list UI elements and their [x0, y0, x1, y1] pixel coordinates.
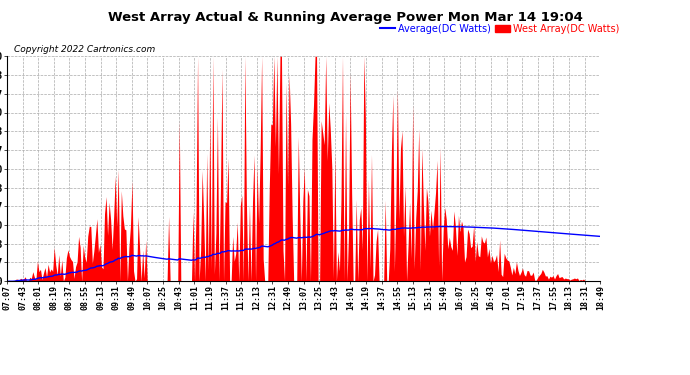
Text: West Array Actual & Running Average Power Mon Mar 14 19:04: West Array Actual & Running Average Powe…: [108, 11, 582, 24]
Text: Copyright 2022 Cartronics.com: Copyright 2022 Cartronics.com: [14, 45, 155, 54]
Legend: Average(DC Watts), West Array(DC Watts): Average(DC Watts), West Array(DC Watts): [376, 20, 623, 38]
